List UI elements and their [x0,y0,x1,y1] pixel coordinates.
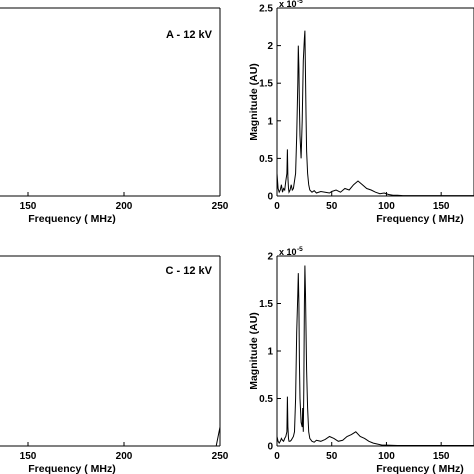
chart-bottom-right-series-0 [276,265,474,446]
chart-top-left-x-tick-label: 200 [116,201,133,212]
chart-bottom-right-y-tick-label: 0 [267,442,273,453]
chart-top-right-x-tick-label: 100 [378,201,395,212]
chart-top-right-exponent-power: -5 [297,0,303,5]
chart-top-left-x-tick-label: 250 [212,201,229,212]
chart-top-right-y-label: Magnitude (AU) [248,63,260,141]
chart-bottom-right-x-tick-label: 100 [378,451,395,462]
chart-bottom-right-x-tick-label: 150 [433,451,450,462]
chart-bottom-right-y-tick-label: 0.5 [259,394,273,405]
chart-top-left-x-label: Frequency ( MHz) [28,213,116,225]
chart-bottom-left-x-tick-label: 250 [212,451,229,462]
chart-bottom-right-y-tick-label: 1 [267,347,273,358]
chart-top-right-series-0 [276,30,474,197]
chart-bottom-right-y-tick-label: 2 [267,252,273,263]
chart-bottom-left-panel-label: C - 12 kV [166,265,213,277]
chart-bottom-left-x-tick-label: 200 [116,451,133,462]
chart-top-right-y-tick-label: 0 [267,192,273,203]
chart-bottom-left-series-2 [215,426,221,447]
chart-bottom-left-x-tick-label: 150 [20,451,37,462]
chart-bottom-right-exponent: x 10 [279,247,297,257]
chart-top-right-y-tick-label: 0.5 [259,154,273,165]
chart-top-right-x-tick-label: 150 [433,201,450,212]
chart-top-right-x-tick-label: 0 [274,201,280,212]
chart-bottom-right-x-tick-label: 0 [274,451,280,462]
chart-top-right-y-tick-label: 2 [267,41,273,52]
chart-bottom-right-x-label: Frequency ( MHz) [376,463,464,474]
chart-top-right-x-tick-label: 50 [326,201,338,212]
chart-top-right-y-tick-label: 1.5 [259,79,273,90]
chart-top-right-exponent: x 10 [279,0,297,9]
chart-top-right-y-tick-label: 1 [267,116,273,127]
chart-bottom-right-x-tick-label: 50 [326,451,338,462]
chart-top-right-y-tick-label: 2.5 [259,4,273,15]
chart-bottom-right-exponent-power: -5 [297,246,303,253]
chart-top-right-x-label: Frequency ( MHz) [376,213,464,225]
chart-top-left-x-tick-label: 150 [20,201,37,212]
chart-bottom-right-y-label: Magnitude (AU) [248,312,260,390]
chart-bottom-left-x-label: Frequency ( MHz) [28,463,116,474]
chart-top-left-panel-label: A - 12 kV [166,29,213,41]
chart-bottom-right-y-tick-label: 1.5 [259,299,273,310]
